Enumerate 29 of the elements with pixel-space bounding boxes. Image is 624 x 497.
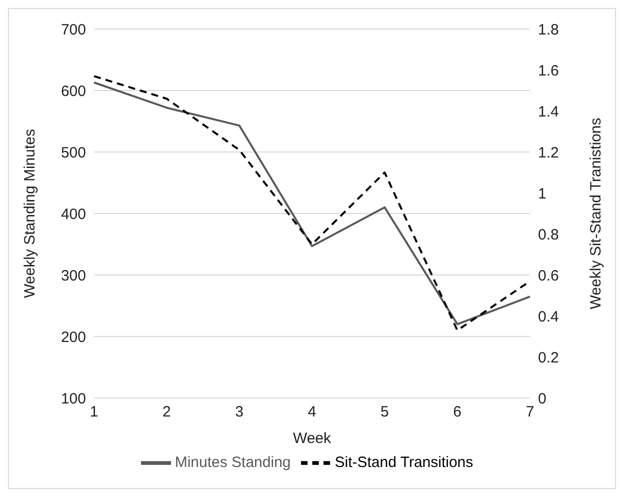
y-tick-label: 600 <box>60 82 86 100</box>
legend-label: Sit-Stand Transitions <box>334 454 474 471</box>
y2-tick-label: 1 <box>538 185 546 202</box>
x-tick-label: 5 <box>380 404 389 421</box>
x-tick-label: 4 <box>308 404 316 421</box>
x-tick-label: 2 <box>162 404 171 421</box>
y-tick-label: 500 <box>60 144 86 162</box>
y2-tick-label: 0 <box>538 390 546 408</box>
legend-label: Minutes Standing <box>174 454 291 471</box>
y2-axis-title: Weekly Sit-Stand Tranistions <box>587 118 604 310</box>
x-tick-label: 6 <box>453 404 462 421</box>
y-axis-title: Weekly Standing Minutes <box>21 129 38 298</box>
y2-tick-label: 1.8 <box>538 21 559 38</box>
x-tick-label: 7 <box>526 404 534 421</box>
y2-tick-label: 1.2 <box>538 144 559 162</box>
y2-tick-label: 0.8 <box>538 226 559 244</box>
y-tick-label: 400 <box>60 206 86 223</box>
y-tick-label: 200 <box>60 328 86 346</box>
x-tick-label: 3 <box>235 404 244 421</box>
x-tick-label: 1 <box>90 404 98 421</box>
y2-tick-label: 0.4 <box>538 308 559 326</box>
y2-tick-label: 0.2 <box>538 349 559 366</box>
y-tick-label: 700 <box>60 21 86 38</box>
y-tick-label: 100 <box>60 390 86 408</box>
y2-tick-label: 0.6 <box>538 267 559 284</box>
x-axis-title: Week <box>292 430 332 447</box>
y2-tick-label: 1.6 <box>538 62 559 80</box>
y2-tick-label: 1.4 <box>538 103 559 120</box>
y-tick-label: 300 <box>60 267 86 284</box>
